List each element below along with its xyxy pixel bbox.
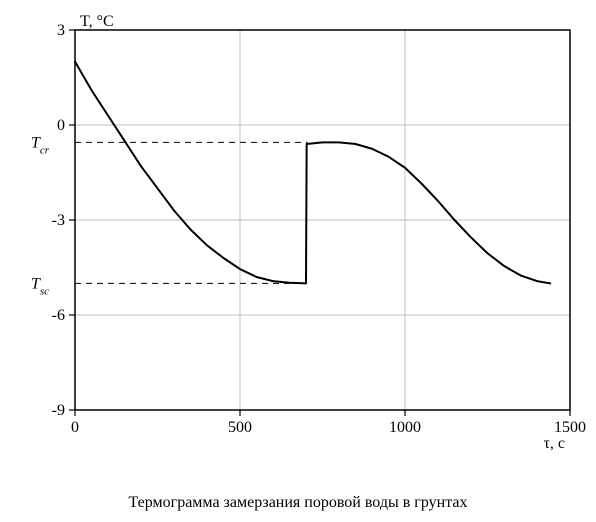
svg-text:τ, c: τ, c bbox=[543, 435, 565, 450]
svg-text:0: 0 bbox=[71, 419, 79, 436]
svg-text:0: 0 bbox=[57, 117, 65, 134]
svg-text:-3: -3 bbox=[52, 212, 65, 229]
svg-text:3: 3 bbox=[57, 22, 65, 39]
svg-text:Tcr: Tcr bbox=[31, 134, 50, 156]
svg-text:Tsc: Tsc bbox=[31, 275, 49, 297]
svg-text:1000: 1000 bbox=[389, 419, 421, 436]
svg-text:1500: 1500 bbox=[554, 419, 586, 436]
svg-text:T, °C: T, °C bbox=[80, 13, 114, 30]
chart-caption: Термограмма замерзания поровой воды в гр… bbox=[10, 494, 586, 512]
svg-text:-6: -6 bbox=[52, 307, 65, 324]
thermogram-chart: 0 500 1000 1500 -9 -6 -3 0 3 T, °C τ, c Tcr Tsc bbox=[10, 10, 586, 450]
svg-text:500: 500 bbox=[228, 419, 252, 436]
chart-container: 0 500 1000 1500 -9 -6 -3 0 3 T, °C τ, c Tcr Tsc bbox=[10, 10, 586, 490]
svg-text:-9: -9 bbox=[52, 402, 65, 419]
